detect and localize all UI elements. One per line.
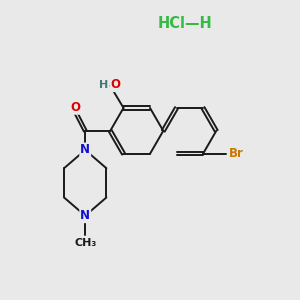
Text: N: N [80, 209, 90, 222]
Text: H: H [99, 80, 108, 90]
Text: Br: Br [229, 147, 244, 160]
Text: CH₃: CH₃ [74, 238, 96, 248]
Text: N: N [80, 143, 90, 157]
Text: HCl—H: HCl—H [158, 16, 213, 31]
Text: O: O [71, 101, 81, 114]
Text: O: O [110, 78, 121, 91]
